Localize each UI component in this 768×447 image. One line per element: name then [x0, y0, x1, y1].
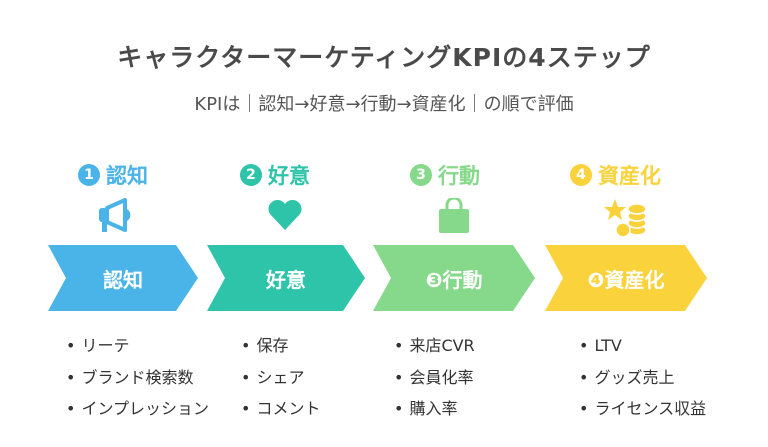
step-1-kpi-list: リーテブランド検索数インプレッション: [66, 330, 209, 425]
page-title: キャラクターマーケティングKPIの4ステップ: [117, 43, 651, 72]
star-coins-icon: [603, 198, 649, 242]
step-1-header: 1 認知: [78, 160, 148, 190]
step-3-chevron: ❸行動: [373, 245, 535, 311]
shopping-bag-icon: [436, 196, 472, 238]
step-label: 好意: [268, 164, 310, 188]
heart-icon: [267, 198, 303, 236]
list-item: リーテ: [66, 330, 209, 362]
list-item: ブランド検索数: [66, 362, 209, 394]
megaphone-icon: [97, 198, 137, 238]
step-2-kpi-list: 保存シェアコメント: [241, 330, 320, 425]
chevron-label: 認知: [103, 268, 143, 292]
step-number: 2: [240, 164, 262, 186]
list-item: ライセンス収益: [579, 393, 706, 425]
list-item: シェア: [241, 362, 320, 394]
list-item: 保存: [241, 330, 320, 362]
step-4-header: 4 資産化: [570, 160, 661, 190]
step-number: 3: [410, 164, 432, 186]
step-2-chevron: 好意: [207, 245, 365, 311]
list-item: インプレッション: [66, 393, 209, 425]
subtitle: KPIは｜認知→好意→行動→資産化｜の順で評価: [194, 94, 574, 115]
step-3-header: 3 行動: [410, 160, 480, 190]
list-item: 会員化率: [394, 362, 475, 394]
step-2-header: 2 好意: [240, 160, 310, 190]
step-number: 1: [78, 164, 100, 186]
step-1-chevron: 認知: [48, 245, 198, 311]
step-label: 行動: [438, 164, 480, 188]
step-3-kpi-list: 来店CVR会員化率購入率: [394, 330, 475, 425]
list-item: グッズ売上: [579, 362, 706, 394]
step-number: 4: [570, 164, 592, 186]
step-label: 資産化: [598, 164, 661, 188]
list-item: コメント: [241, 393, 320, 425]
list-item: 来店CVR: [394, 330, 474, 362]
list-item: LTV: [579, 330, 706, 362]
step-4-kpi-list: LTVグッズ売上ライセンス収益: [579, 330, 706, 425]
chevron-label: ❹資産化: [587, 268, 665, 292]
chevron-label: ❸行動: [425, 268, 483, 292]
step-4-chevron: ❹資産化: [545, 245, 707, 311]
list-item: 購入率: [394, 393, 475, 425]
chevron-label: 好意: [266, 268, 306, 292]
step-label: 認知: [106, 164, 148, 188]
